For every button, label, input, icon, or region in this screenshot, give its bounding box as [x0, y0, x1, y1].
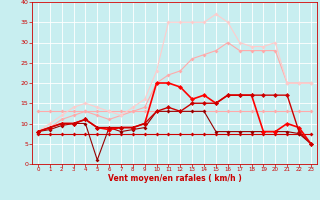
X-axis label: Vent moyen/en rafales ( km/h ): Vent moyen/en rafales ( km/h ) [108, 174, 241, 183]
